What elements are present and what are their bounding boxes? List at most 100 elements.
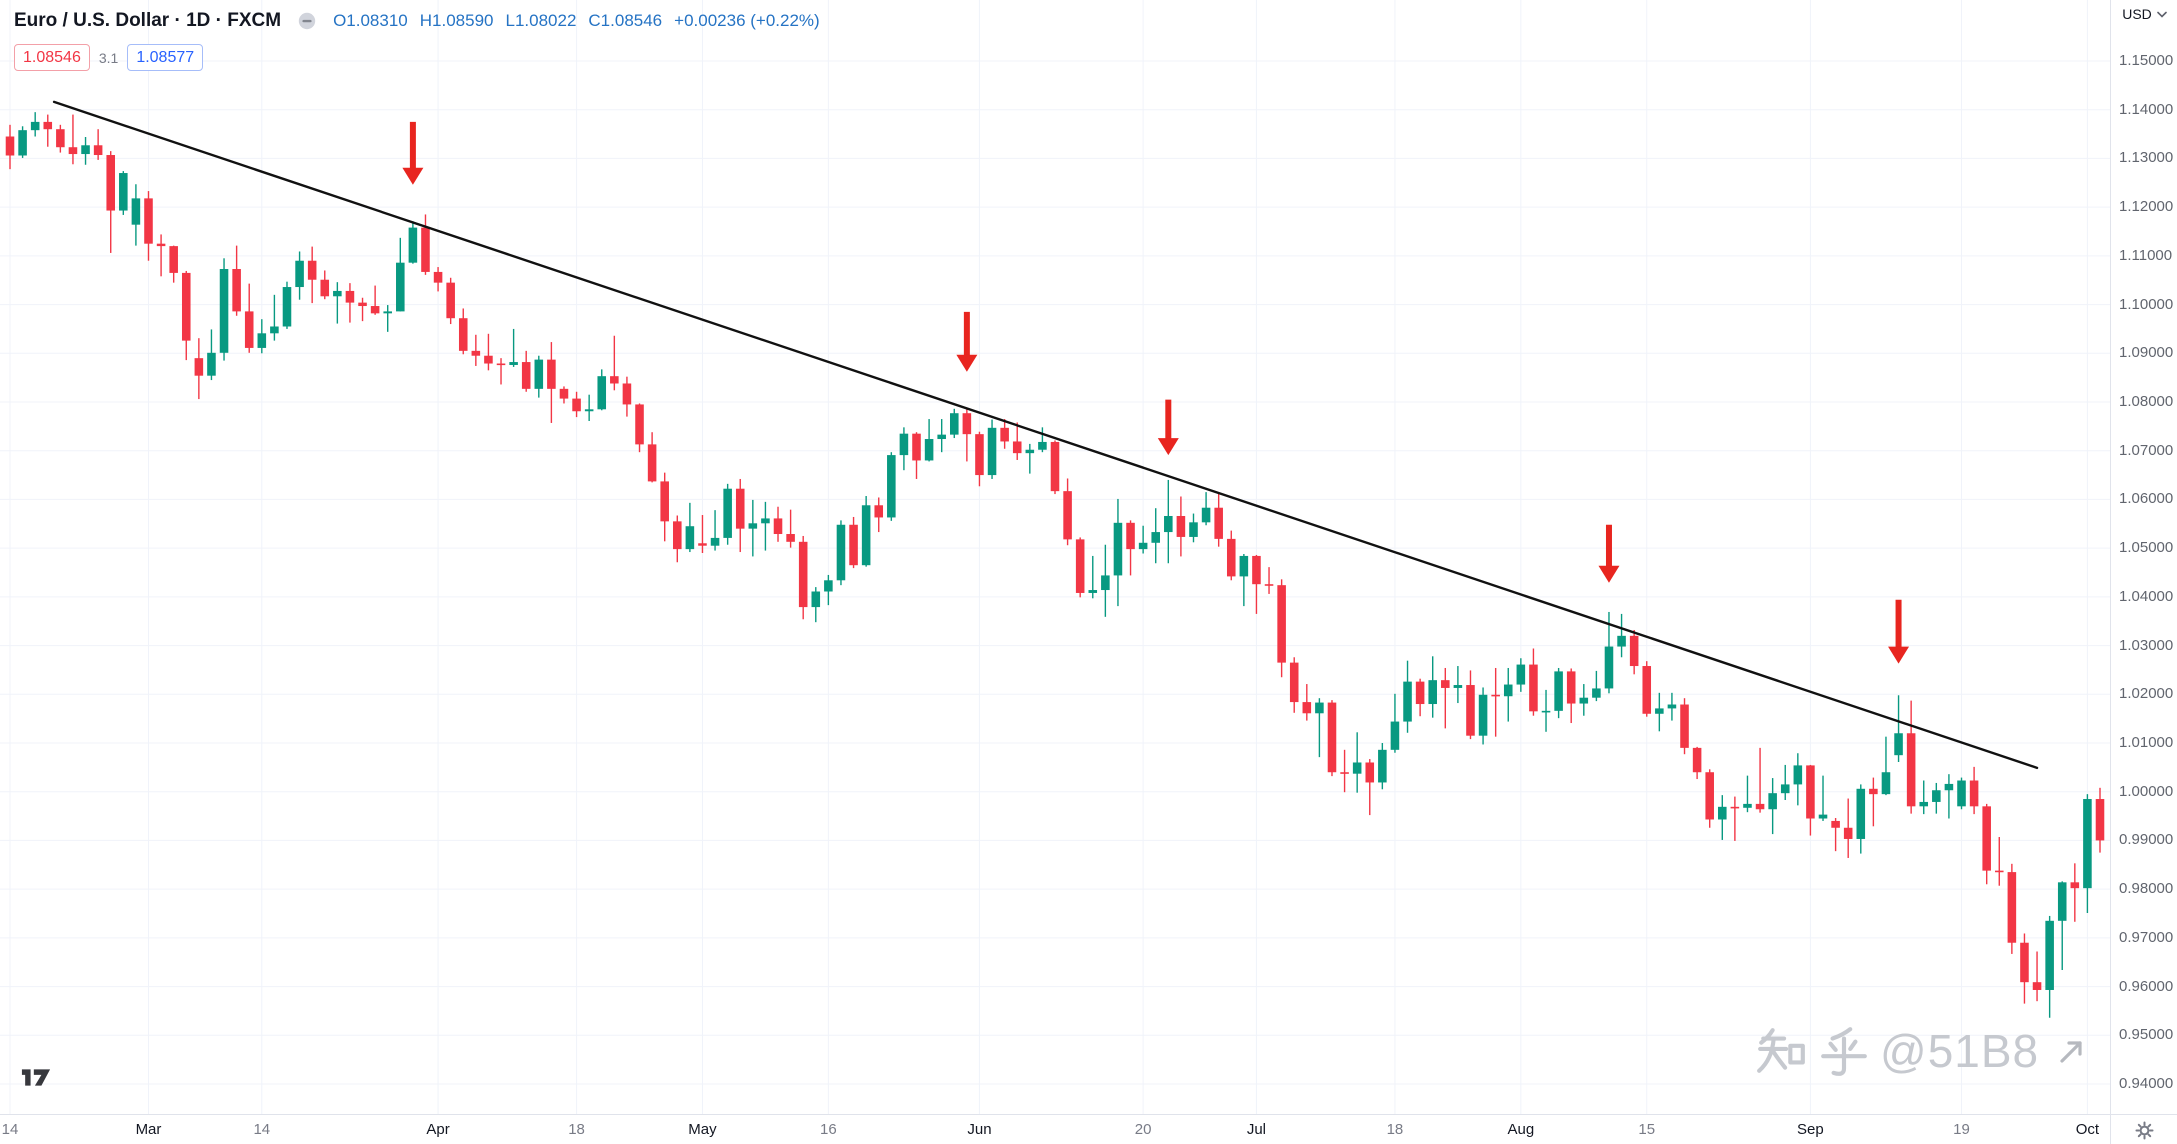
candle[interactable]	[924, 419, 934, 462]
candle[interactable]	[1189, 513, 1198, 543]
scale-settings-corner[interactable]	[2110, 1114, 2177, 1144]
candle[interactable]	[1831, 818, 1840, 852]
candle[interactable]	[232, 245, 241, 316]
visibility-toggle-icon[interactable]	[296, 10, 318, 32]
candle[interactable]	[1856, 784, 1866, 854]
candle[interactable]	[1126, 520, 1135, 576]
candle[interactable]	[421, 214, 430, 275]
candle[interactable]	[1277, 579, 1286, 678]
candle[interactable]	[509, 328, 518, 367]
candle[interactable]	[257, 319, 267, 354]
candle[interactable]	[1705, 769, 1714, 828]
candle[interactable]	[685, 502, 695, 553]
candle[interactable]	[1780, 764, 1790, 800]
candle[interactable]	[30, 112, 40, 137]
candle[interactable]	[975, 431, 984, 487]
candle[interactable]	[1541, 689, 1551, 732]
candle[interactable]	[1629, 629, 1639, 675]
candle[interactable]	[1529, 648, 1538, 716]
candle[interactable]	[333, 282, 342, 324]
candle[interactable]	[1441, 667, 1450, 729]
candle[interactable]	[194, 338, 204, 400]
candle[interactable]	[1050, 440, 1060, 495]
candle[interactable]	[1201, 492, 1211, 526]
candle[interactable]	[1378, 743, 1387, 790]
candle[interactable]	[748, 499, 758, 557]
candle[interactable]	[1755, 747, 1765, 813]
candle[interactable]	[1793, 753, 1803, 806]
candle[interactable]	[811, 587, 821, 623]
candle[interactable]	[1289, 657, 1299, 713]
candle[interactable]	[761, 501, 770, 551]
candle[interactable]	[786, 509, 795, 548]
candle[interactable]	[1239, 553, 1249, 607]
candle[interactable]	[144, 191, 153, 261]
candle[interactable]	[1843, 798, 1853, 858]
candle[interactable]	[572, 391, 581, 418]
candle[interactable]	[1012, 422, 1022, 460]
candle[interactable]	[660, 472, 669, 542]
candle[interactable]	[358, 297, 367, 322]
candle[interactable]	[1818, 775, 1828, 821]
candle[interactable]	[1554, 667, 1563, 719]
candle[interactable]	[270, 294, 279, 341]
candle[interactable]	[1969, 766, 1979, 815]
candle[interactable]	[345, 283, 355, 323]
candle[interactable]	[56, 124, 65, 153]
candle[interactable]	[849, 516, 858, 569]
candle[interactable]	[887, 452, 896, 521]
candle[interactable]	[295, 251, 304, 300]
candle[interactable]	[547, 342, 556, 423]
candle[interactable]	[119, 171, 128, 215]
candle[interactable]	[1932, 782, 1941, 814]
candle[interactable]	[1768, 778, 1777, 835]
candle[interactable]	[899, 427, 909, 471]
candle[interactable]	[773, 506, 783, 542]
candle[interactable]	[320, 270, 330, 300]
candle[interactable]	[2032, 951, 2042, 1002]
candle[interactable]	[1176, 496, 1186, 557]
candle[interactable]	[584, 394, 594, 421]
candlestick-chart[interactable]	[0, 0, 2110, 1114]
candle[interactable]	[559, 386, 569, 404]
candle[interactable]	[1894, 695, 1903, 762]
candle[interactable]	[1667, 692, 1677, 721]
candle[interactable]	[798, 535, 808, 620]
candle[interactable]	[1718, 795, 1727, 840]
tradingview-logo[interactable]	[20, 1064, 52, 1095]
candle[interactable]	[1919, 780, 1929, 815]
trendline-drawing[interactable]	[52, 100, 2039, 770]
candle[interactable]	[93, 129, 103, 160]
sell-price-badge[interactable]: 1.08546	[14, 44, 90, 71]
candle[interactable]	[1592, 670, 1601, 702]
candle[interactable]	[635, 403, 644, 453]
candle[interactable]	[1466, 670, 1475, 740]
currency-selector[interactable]: USD	[2111, 0, 2177, 28]
candle[interactable]	[1453, 666, 1463, 704]
candle[interactable]	[2020, 933, 2029, 1004]
candle[interactable]	[81, 136, 90, 165]
candle[interactable]	[131, 184, 141, 246]
candle[interactable]	[1680, 698, 1689, 755]
candle[interactable]	[1428, 656, 1437, 718]
candle[interactable]	[2057, 881, 2067, 971]
candle[interactable]	[1038, 427, 1047, 453]
candle[interactable]	[1869, 777, 1878, 827]
candle[interactable]	[1730, 796, 1740, 841]
candle[interactable]	[1982, 803, 1991, 885]
candle[interactable]	[1315, 698, 1324, 758]
candle[interactable]	[1063, 478, 1072, 546]
candle[interactable]	[106, 151, 116, 253]
down-arrow-drawing[interactable]	[1888, 599, 1910, 664]
candle[interactable]	[18, 126, 27, 158]
candle[interactable]	[446, 277, 455, 325]
candle[interactable]	[937, 419, 946, 453]
candle[interactable]	[622, 376, 632, 417]
down-arrow-drawing[interactable]	[402, 121, 424, 185]
candle[interactable]	[610, 335, 619, 391]
candle[interactable]	[1491, 667, 1500, 737]
candle[interactable]	[1944, 774, 1954, 819]
candle[interactable]	[597, 369, 607, 411]
candle[interactable]	[1503, 667, 1513, 722]
candle[interactable]	[1617, 613, 1626, 658]
